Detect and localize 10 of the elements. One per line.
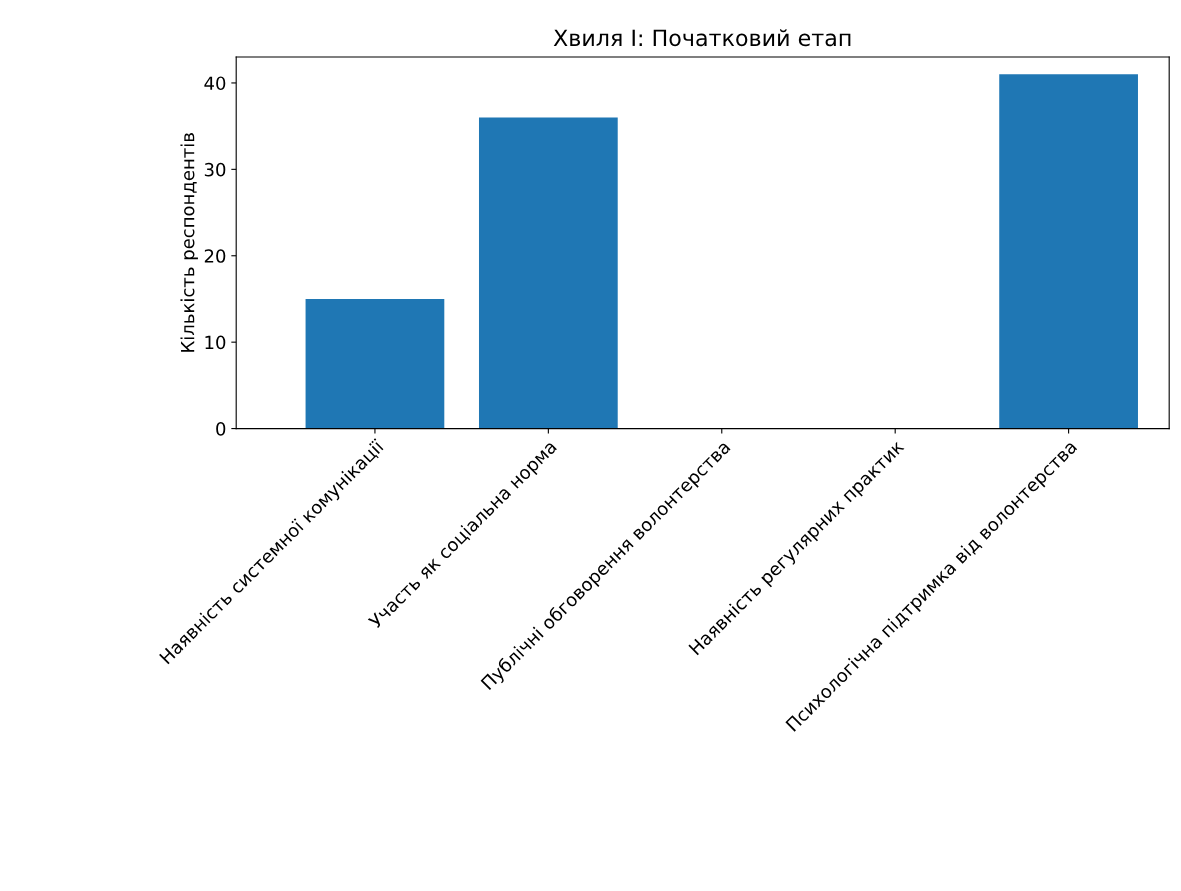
bar — [999, 74, 1138, 429]
bar — [305, 298, 445, 429]
y-axis-title: Кількість респондентів — [180, 133, 198, 352]
y-tick-label: 30 — [204, 162, 226, 177]
y-tick-label: 40 — [204, 76, 226, 91]
chart-title: Хвиля І: Початковий етап — [553, 29, 851, 47]
y-tick-label: 0 — [216, 422, 226, 436]
y-tick-label: 20 — [204, 249, 226, 263]
bar — [478, 117, 618, 429]
y-tick-label: 10 — [205, 335, 226, 350]
